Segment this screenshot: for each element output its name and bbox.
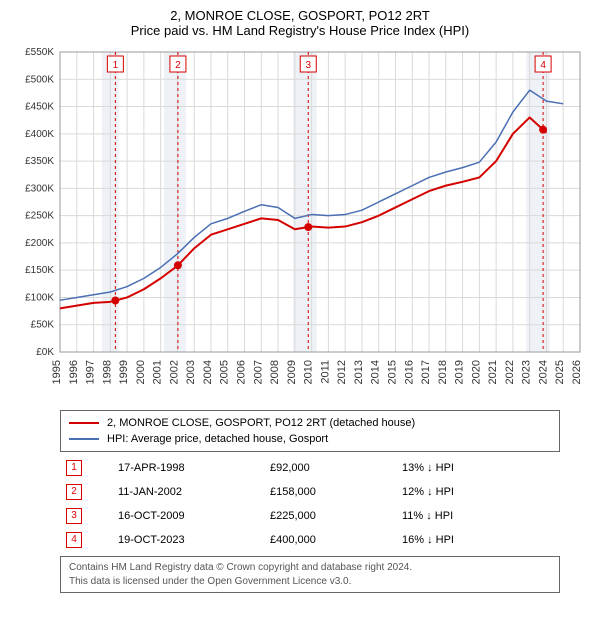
event-row: 2 11-JAN-2002£158,00012% ↓ HPI bbox=[60, 480, 560, 504]
attribution-line: This data is licensed under the Open Gov… bbox=[69, 575, 551, 589]
event-row: 1 17-APR-1998£92,00013% ↓ HPI bbox=[60, 456, 560, 480]
svg-text:2000: 2000 bbox=[135, 360, 147, 384]
svg-text:1999: 1999 bbox=[118, 360, 130, 384]
svg-text:£0K: £0K bbox=[36, 347, 54, 358]
svg-text:2025: 2025 bbox=[554, 360, 566, 384]
svg-text:2021: 2021 bbox=[487, 360, 499, 384]
event-marker-box: 1 bbox=[66, 460, 82, 476]
svg-text:1997: 1997 bbox=[85, 360, 97, 384]
chart-svg: £0K £50K £100K £150K £200K £250K £300K £350K £40… bbox=[0, 42, 600, 402]
svg-text:£250K: £250K bbox=[25, 211, 54, 222]
chart: £0K £50K £100K £150K £200K £250K £300K £350K £40… bbox=[0, 42, 600, 402]
svg-text:£400K: £400K bbox=[25, 129, 54, 140]
attribution-line: Contains HM Land Registry data © Crown c… bbox=[69, 561, 551, 575]
svg-text:£500K: £500K bbox=[25, 74, 54, 85]
svg-text:2003: 2003 bbox=[185, 360, 197, 384]
svg-text:2001: 2001 bbox=[152, 360, 164, 384]
svg-text:2009: 2009 bbox=[286, 360, 298, 384]
event-delta: 12% ↓ HPI bbox=[396, 480, 560, 504]
event-delta: 11% ↓ HPI bbox=[396, 504, 560, 528]
legend-swatch bbox=[69, 422, 99, 424]
event-date: 11-JAN-2002 bbox=[112, 480, 264, 504]
legend: 2, MONROE CLOSE, GOSPORT, PO12 2RT (deta… bbox=[60, 410, 560, 452]
svg-text:2005: 2005 bbox=[219, 360, 231, 384]
event-date: 19-OCT-2023 bbox=[112, 528, 264, 552]
svg-text:2024: 2024 bbox=[537, 360, 549, 384]
event-date: 16-OCT-2009 bbox=[112, 504, 264, 528]
svg-text:£100K: £100K bbox=[25, 292, 54, 303]
event-row: 4 19-OCT-2023£400,00016% ↓ HPI bbox=[60, 528, 560, 552]
svg-text:2019: 2019 bbox=[454, 360, 466, 384]
event-price: £225,000 bbox=[264, 504, 396, 528]
svg-text:2016: 2016 bbox=[403, 360, 415, 384]
svg-text:3: 3 bbox=[305, 60, 311, 71]
svg-text:2002: 2002 bbox=[168, 360, 180, 384]
event-delta: 16% ↓ HPI bbox=[396, 528, 560, 552]
svg-text:1995: 1995 bbox=[51, 360, 63, 384]
svg-text:2015: 2015 bbox=[386, 360, 398, 384]
svg-text:2004: 2004 bbox=[202, 360, 214, 384]
svg-text:2018: 2018 bbox=[437, 360, 449, 384]
chart-title-line2: Price paid vs. HM Land Registry's House … bbox=[0, 23, 600, 42]
event-row: 3 16-OCT-2009£225,00011% ↓ HPI bbox=[60, 504, 560, 528]
legend-item: 2, MONROE CLOSE, GOSPORT, PO12 2RT (deta… bbox=[69, 415, 551, 431]
svg-text:£450K: £450K bbox=[25, 102, 54, 113]
svg-text:£50K: £50K bbox=[31, 320, 55, 331]
svg-text:2011: 2011 bbox=[319, 360, 331, 384]
svg-text:2020: 2020 bbox=[470, 360, 482, 384]
svg-text:2014: 2014 bbox=[370, 360, 382, 384]
event-price: £400,000 bbox=[264, 528, 396, 552]
event-date: 17-APR-1998 bbox=[112, 456, 264, 480]
event-marker-box: 2 bbox=[66, 484, 82, 500]
svg-text:2007: 2007 bbox=[252, 360, 264, 384]
svg-text:2: 2 bbox=[175, 60, 181, 71]
svg-text:2017: 2017 bbox=[420, 360, 432, 384]
legend-label: HPI: Average price, detached house, Gosp… bbox=[107, 433, 328, 445]
svg-text:2013: 2013 bbox=[353, 360, 365, 384]
event-price: £158,000 bbox=[264, 480, 396, 504]
svg-text:£300K: £300K bbox=[25, 183, 54, 194]
svg-text:2012: 2012 bbox=[336, 360, 348, 384]
legend-swatch bbox=[69, 438, 99, 440]
svg-text:2006: 2006 bbox=[236, 360, 248, 384]
svg-text:£200K: £200K bbox=[25, 238, 54, 249]
legend-label: 2, MONROE CLOSE, GOSPORT, PO12 2RT (deta… bbox=[107, 417, 415, 429]
svg-text:£550K: £550K bbox=[25, 47, 54, 58]
events-table: 1 17-APR-1998£92,00013% ↓ HPI 2 11-JAN-2002… bbox=[60, 456, 560, 552]
svg-text:£350K: £350K bbox=[25, 156, 54, 167]
svg-text:1: 1 bbox=[113, 60, 119, 71]
event-marker-box: 3 bbox=[66, 508, 82, 524]
svg-text:1996: 1996 bbox=[68, 360, 80, 384]
svg-text:2010: 2010 bbox=[303, 360, 315, 384]
event-price: £92,000 bbox=[264, 456, 396, 480]
chart-title-line1: 2, MONROE CLOSE, GOSPORT, PO12 2RT bbox=[0, 0, 600, 23]
event-delta: 13% ↓ HPI bbox=[396, 456, 560, 480]
svg-text:£150K: £150K bbox=[25, 265, 54, 276]
event-marker-box: 4 bbox=[66, 532, 82, 548]
svg-text:1998: 1998 bbox=[101, 360, 113, 384]
svg-text:2026: 2026 bbox=[571, 360, 583, 384]
svg-text:4: 4 bbox=[540, 60, 546, 71]
legend-item: HPI: Average price, detached house, Gosp… bbox=[69, 431, 551, 447]
svg-text:2008: 2008 bbox=[269, 360, 281, 384]
attribution: Contains HM Land Registry data © Crown c… bbox=[60, 556, 560, 593]
svg-text:2023: 2023 bbox=[521, 360, 533, 384]
svg-text:2022: 2022 bbox=[504, 360, 516, 384]
